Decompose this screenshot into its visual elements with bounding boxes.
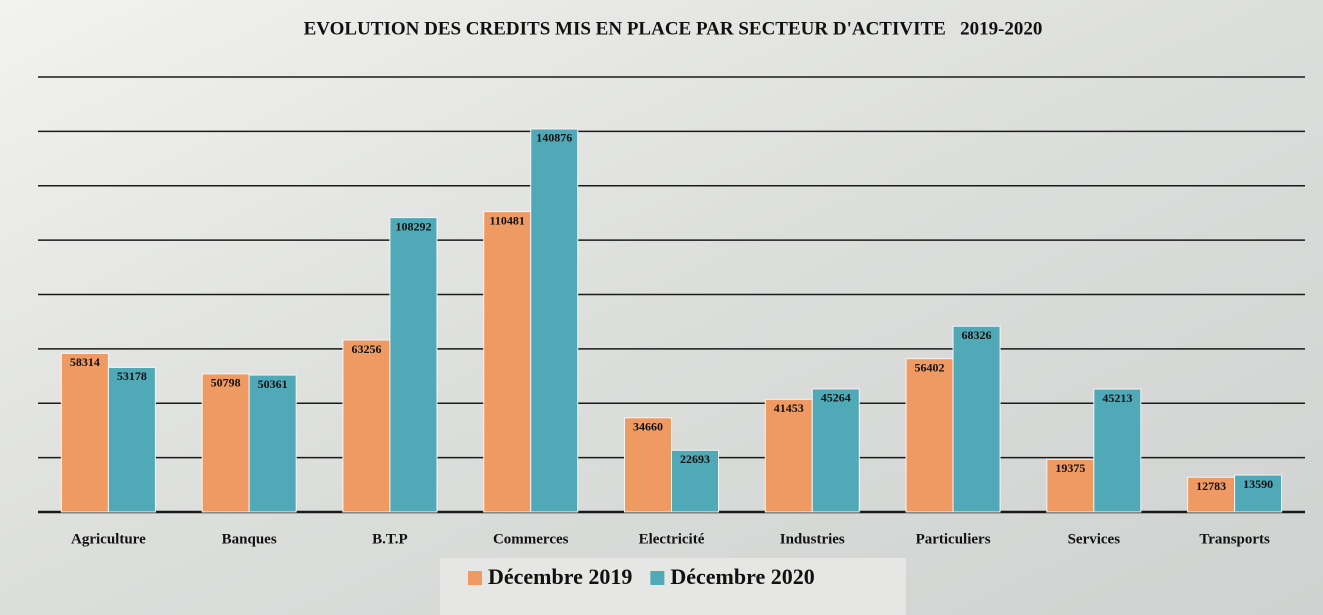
bar bbox=[1234, 474, 1283, 513]
legend-box bbox=[440, 558, 906, 615]
value-label: 50798 bbox=[211, 376, 241, 390]
value-label: 110481 bbox=[490, 213, 525, 227]
value-label: 140876 bbox=[536, 131, 572, 145]
x-tick-label: Banques bbox=[222, 531, 277, 547]
bar bbox=[60, 352, 109, 513]
value-label: 58314 bbox=[70, 355, 100, 369]
bar bbox=[1187, 476, 1236, 513]
bar bbox=[201, 373, 250, 513]
bar bbox=[764, 398, 813, 513]
x-tick-label: Commerces bbox=[493, 531, 569, 547]
bar bbox=[389, 217, 438, 513]
legend-label: Décembre 2019 bbox=[488, 564, 632, 589]
value-label: 34660 bbox=[633, 420, 663, 434]
legend-swatch bbox=[468, 571, 482, 585]
value-label: 56402 bbox=[915, 360, 945, 374]
value-label: 19375 bbox=[1055, 461, 1085, 475]
value-label: 41453 bbox=[774, 401, 804, 415]
value-label: 13590 bbox=[1243, 477, 1273, 491]
bar bbox=[1093, 388, 1142, 513]
value-label: 50361 bbox=[258, 377, 288, 391]
bar bbox=[1046, 458, 1095, 513]
bar bbox=[671, 449, 719, 513]
x-tick-label: Particuliers bbox=[916, 531, 991, 547]
bar bbox=[530, 128, 579, 513]
bar bbox=[248, 374, 297, 513]
value-label: 63256 bbox=[351, 342, 381, 356]
x-tick-label: Electricité bbox=[639, 531, 705, 547]
x-tick-label: Services bbox=[1068, 531, 1121, 547]
x-tick-label: Industries bbox=[780, 531, 845, 547]
bar bbox=[811, 388, 860, 513]
value-label: 108292 bbox=[395, 219, 431, 233]
bar bbox=[624, 417, 672, 513]
value-label: 12783 bbox=[1196, 479, 1226, 493]
bar bbox=[952, 325, 1001, 513]
value-label: 45213 bbox=[1102, 391, 1132, 405]
x-tick-label: Agriculture bbox=[71, 531, 146, 547]
x-tick-label: B.T.P bbox=[372, 531, 408, 547]
chart-title: EVOLUTION DES CREDITS MIS EN PLACE PAR S… bbox=[304, 18, 1043, 39]
value-label: 22693 bbox=[680, 452, 710, 466]
legend-label: Décembre 2020 bbox=[670, 564, 814, 589]
bar bbox=[107, 366, 156, 513]
value-label: 45264 bbox=[821, 391, 851, 405]
bar bbox=[483, 211, 532, 513]
x-tick-label: Transports bbox=[1199, 531, 1270, 547]
bar bbox=[905, 358, 954, 513]
value-label: 53178 bbox=[117, 369, 147, 383]
legend-swatch bbox=[650, 571, 665, 585]
bar bbox=[342, 339, 391, 513]
value-label: 68326 bbox=[962, 328, 992, 342]
